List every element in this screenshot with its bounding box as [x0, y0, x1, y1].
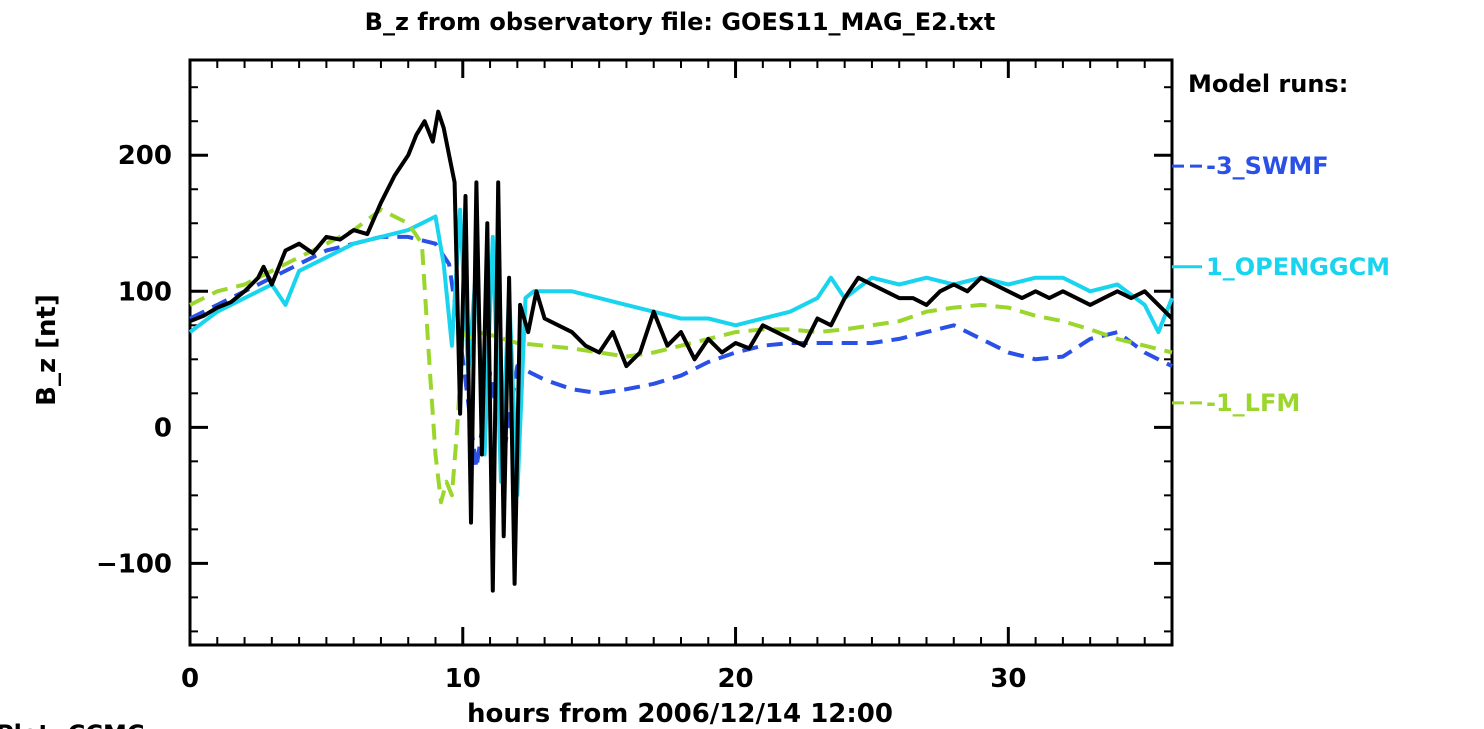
y-tick-label: 100 [118, 277, 172, 307]
series-line-1openggcm [188, 207, 1174, 498]
plot-area: −100 0 100 200 0 10 20 30 [96, 58, 1174, 694]
legend-title: Model runs: [1188, 70, 1348, 98]
legend-label: 1_OPENGGCM [1206, 253, 1390, 281]
legend: -3_SWMF 1_OPENGGCM -1_LFM [1172, 152, 1390, 417]
x-tick-label: 30 [990, 664, 1026, 694]
x-tick-label: 20 [717, 664, 753, 694]
plot-frame [188, 58, 1174, 647]
series-line-1lfm [189, 207, 1173, 505]
series-line-3swmf [189, 234, 1173, 471]
chart-title: B_z from observatory file: GOES11_MAG_E2… [365, 8, 996, 36]
legend-label: -3_SWMF [1206, 152, 1329, 180]
minor-ticks [190, 60, 1173, 645]
y-axis-label: B_z [nt] [32, 294, 62, 406]
footer-fragment: Plot: CCMC [0, 720, 144, 729]
legend-label: -1_LFM [1206, 389, 1300, 417]
x-tick-labels: 0 10 20 30 [181, 664, 1026, 694]
x-axis-label: hours from 2006/12/14 12:00 [467, 699, 893, 729]
y-tick-label: 200 [118, 141, 172, 171]
x-tick-label: 10 [445, 664, 481, 694]
y-tick-label: −100 [96, 549, 172, 579]
y-tick-labels: −100 0 100 200 [96, 141, 172, 579]
observed-line [189, 109, 1174, 593]
x-tick-label: 0 [181, 664, 199, 694]
series-lines [188, 109, 1174, 593]
y-tick-label: 0 [154, 413, 172, 443]
major-ticks [188, 60, 1172, 645]
